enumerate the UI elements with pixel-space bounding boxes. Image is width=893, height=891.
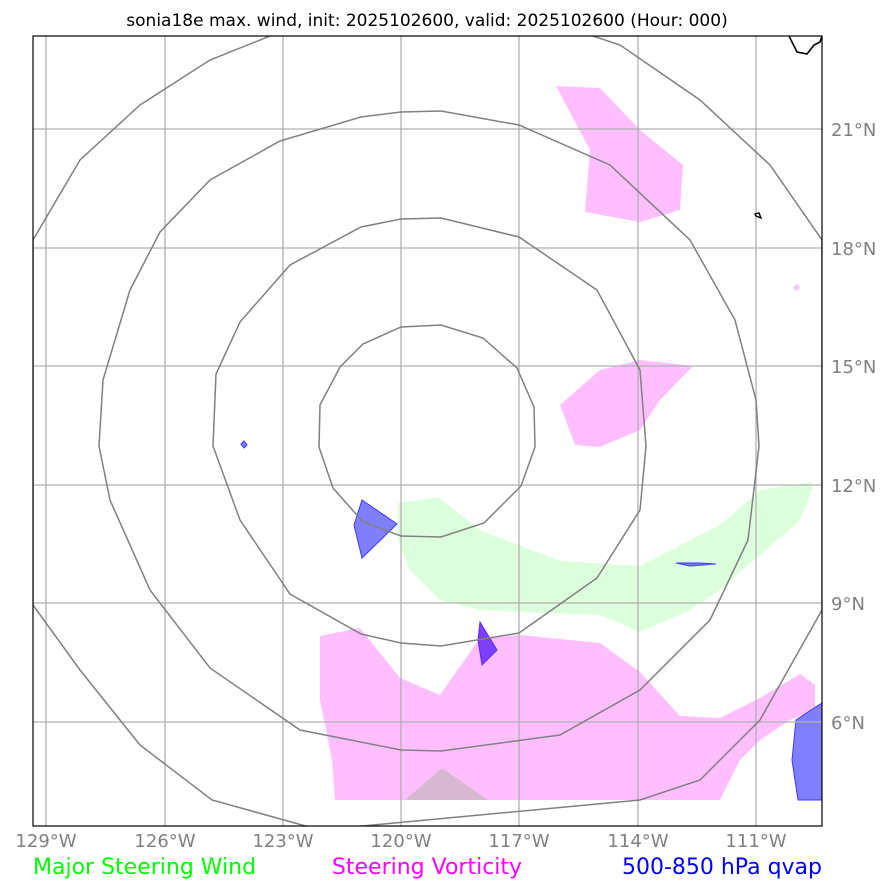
coastline-island xyxy=(753,212,763,220)
legend: Major Steering Wind Steering Vorticity 5… xyxy=(33,855,822,880)
lat-tick-label: 6°N xyxy=(831,713,865,734)
steering-vorticity-region-south xyxy=(320,628,815,800)
legend-steering-vorticity: Steering Vorticity xyxy=(332,855,522,880)
lat-tick-label: 12°N xyxy=(831,476,876,497)
lon-tick-label: 120°W xyxy=(370,831,431,852)
coastline-northeast xyxy=(788,36,822,55)
lon-tick-label: 123°W xyxy=(252,831,313,852)
legend-qvap: 500-850 hPa qvap xyxy=(622,855,822,880)
map-frame xyxy=(32,35,823,827)
qvap-speck xyxy=(240,440,248,449)
steering-vorticity-region-middle xyxy=(560,360,693,447)
lon-tick-label: 117°W xyxy=(488,831,549,852)
lat-tick-label: 9°N xyxy=(831,594,865,615)
lon-tick-label: 129°W xyxy=(15,831,76,852)
graticule xyxy=(33,36,822,826)
qvap-region-east-sliver xyxy=(675,562,717,567)
qvap-region-west xyxy=(353,499,398,559)
qvap-region-southeast xyxy=(791,702,822,801)
steering-vorticity-speck xyxy=(793,284,800,291)
map-title: sonia18e max. wind, init: 2025102600, va… xyxy=(126,11,727,31)
distance-ring-4 xyxy=(33,36,822,826)
steering-wind-region xyxy=(398,482,812,632)
lon-tick-label: 114°W xyxy=(607,831,668,852)
legend-steering-wind: Major Steering Wind xyxy=(33,855,256,880)
map-plot-area xyxy=(33,36,822,826)
lat-tick-label: 15°N xyxy=(831,357,876,378)
lat-tick-label: 18°N xyxy=(831,239,876,260)
qvap-region-center xyxy=(477,620,498,667)
lon-tick-label: 126°W xyxy=(134,831,195,852)
lat-tick-label: 21°N xyxy=(831,120,876,141)
latitude-ticks: 21°N 18°N 15°N 12°N 9°N 6°N xyxy=(831,120,876,734)
distance-ring-2 xyxy=(212,217,647,647)
lon-tick-label: 111°W xyxy=(725,831,786,852)
steering-vorticity-overlap xyxy=(405,768,488,800)
steering-vorticity-region-north xyxy=(556,86,683,222)
distance-rings xyxy=(33,36,822,826)
distance-ring-1 xyxy=(318,324,536,538)
distance-ring-3 xyxy=(98,110,760,752)
longitude-ticks: 129°W 126°W 123°W 120°W 117°W 114°W 111°… xyxy=(15,831,786,852)
